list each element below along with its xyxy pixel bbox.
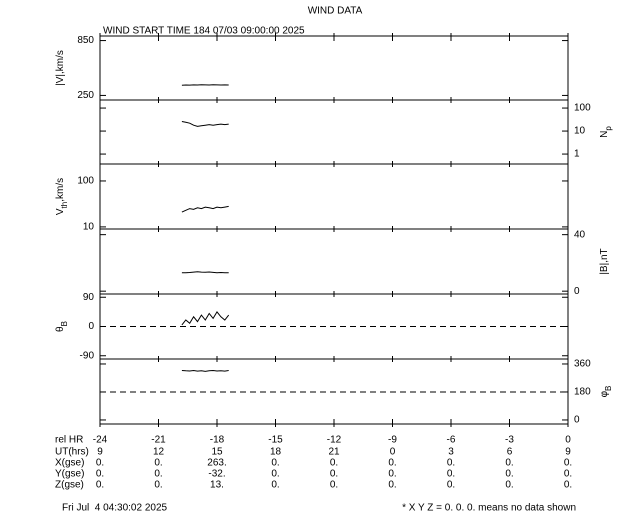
row-label: Y(gse): [55, 469, 84, 480]
y-axis-label: Np: [599, 126, 613, 138]
y-axis-label-part: ,km/s: [55, 178, 66, 202]
y-axis-label-part: φ: [599, 390, 610, 397]
row-value: 0.: [330, 469, 338, 480]
row-value: 0.: [564, 480, 572, 491]
row-value: 3: [448, 447, 454, 458]
row-value: 0.: [96, 469, 104, 480]
row-value: 0: [390, 447, 396, 458]
row-value: 13.: [210, 480, 224, 491]
row-value: 0.: [96, 480, 104, 491]
row-value: 0.: [96, 458, 104, 469]
row-value: 0.: [388, 469, 396, 480]
row-value: 12: [153, 447, 165, 458]
y-tick-label: -90: [80, 350, 95, 361]
panel-frame: [99, 228, 569, 295]
y-tick-label: 10: [83, 222, 95, 233]
y-axis-label-part: V: [55, 208, 66, 215]
y-axis-label-part: θ: [55, 326, 66, 332]
y-tick-label: 250: [77, 90, 94, 101]
row-value: 0.: [271, 458, 279, 469]
row-value: 0.: [154, 469, 162, 480]
y-axis-label-part: B: [60, 321, 69, 326]
y-tick-label: 850: [77, 35, 94, 46]
y-axis-label-part: |V|,km/s: [55, 50, 66, 86]
row-label: UT(hrs): [55, 447, 89, 458]
row-value: 21: [328, 447, 340, 458]
y-axis-label: Vth,km/s: [55, 178, 69, 215]
x-tick-label: -21: [151, 435, 166, 446]
data-line: [181, 121, 229, 127]
row-label: Z(gse): [55, 480, 84, 491]
row-value: 0.: [388, 458, 396, 469]
footer-right: * X Y Z = 0. 0. 0. means no data shown: [402, 503, 576, 512]
panel-frame: [99, 35, 569, 101]
row-value: 0.: [154, 480, 162, 491]
y-axis-label-part: N: [599, 131, 610, 138]
row-value: 0.: [564, 469, 572, 480]
panel-frame: [99, 99, 569, 165]
row-label: X(gse): [55, 458, 84, 469]
data-line: [181, 369, 229, 372]
x-tick-label: -6: [447, 435, 456, 446]
data-line: [181, 271, 229, 274]
y-axis-label-part: p: [604, 126, 613, 131]
row-value: 0.: [505, 469, 513, 480]
chart-title: WIND DATA: [308, 6, 363, 17]
row-value: 0.: [447, 458, 455, 469]
row-value: 0.: [330, 458, 338, 469]
y-axis-label-part: th: [60, 202, 69, 209]
x-tick-label: -15: [268, 435, 283, 446]
row-value: 0.: [505, 480, 513, 491]
x-tick-label: -18: [210, 435, 225, 446]
data-line: [181, 205, 229, 213]
row-value: 0.: [505, 458, 513, 469]
y-axis-label: |V|,km/s: [55, 50, 66, 86]
y-axis-label: |B|,nT: [599, 248, 610, 274]
row-value: 6: [507, 447, 513, 458]
row-value: 18: [270, 447, 282, 458]
x-axis-label: rel HR: [55, 435, 83, 446]
row-value: 0.: [154, 458, 162, 469]
y-tick-label: 1: [574, 149, 580, 160]
row-value: 15: [211, 447, 223, 458]
panel-frame: [99, 163, 569, 230]
row-value: -32.: [208, 469, 225, 480]
row-value: 0.: [388, 480, 396, 491]
row-value: 0.: [447, 480, 455, 491]
y-tick-label: 40: [574, 229, 586, 240]
y-tick-label: 100: [77, 176, 94, 187]
y-tick-label: 10: [574, 126, 586, 137]
subtitle: WIND START TIME 184 07/03 09:00:00 2025: [103, 26, 305, 37]
x-tick-label: -12: [327, 435, 342, 446]
data-line: [181, 311, 230, 326]
y-tick-label: 0: [574, 286, 580, 297]
row-value: 0.: [447, 469, 455, 480]
y-tick-label: 0: [88, 321, 94, 332]
row-value: 263.: [207, 458, 226, 469]
y-tick-label: 90: [83, 292, 95, 303]
row-value: 0.: [271, 480, 279, 491]
row-value: 9: [97, 447, 103, 458]
y-tick-label: 360: [574, 359, 591, 370]
footer-left: Fri Jul 4 04:30:02 2025: [62, 503, 168, 512]
y-axis-label: φB: [599, 386, 613, 398]
y-axis-label-part: B: [604, 386, 613, 391]
y-axis-label: θB: [55, 321, 69, 332]
x-tick-label: -9: [388, 435, 397, 446]
row-value: 9: [565, 447, 571, 458]
y-tick-label: 0: [574, 415, 580, 426]
y-axis-label-part: |B|,nT: [599, 248, 610, 274]
row-value: 0.: [564, 458, 572, 469]
x-tick-label: -3: [505, 435, 514, 446]
y-tick-label: 100: [574, 103, 591, 114]
y-tick-label: 180: [574, 387, 591, 398]
row-value: 0.: [330, 480, 338, 491]
row-value: 0.: [271, 469, 279, 480]
x-tick-label: 0: [565, 435, 571, 446]
x-tick-label: -24: [93, 435, 108, 446]
